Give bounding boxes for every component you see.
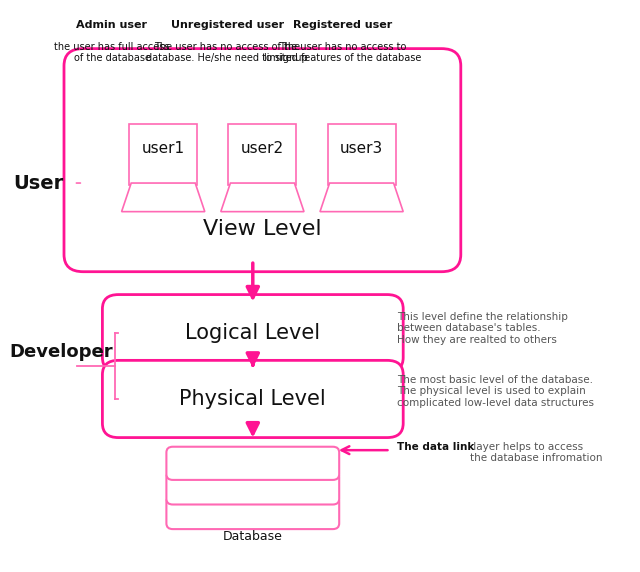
Text: Admin user: Admin user [77,20,147,30]
Text: The user has no access to
limited features of the database: The user has no access to limited featur… [264,42,421,63]
FancyBboxPatch shape [102,360,403,438]
Text: Physical Level: Physical Level [179,389,326,409]
FancyBboxPatch shape [166,447,339,480]
Text: layer helps to access
the database infromation: layer helps to access the database infro… [470,442,603,463]
FancyBboxPatch shape [129,124,197,185]
Text: user1: user1 [141,141,185,156]
Text: Registered user: Registered user [292,20,392,30]
Text: Developer: Developer [10,343,113,361]
Text: Logical Level: Logical Level [185,323,321,343]
FancyBboxPatch shape [64,49,461,272]
Text: The data link: The data link [397,442,474,451]
FancyBboxPatch shape [328,124,396,185]
Text: User: User [13,173,63,193]
FancyBboxPatch shape [228,124,296,185]
Text: The most basic level of the database.
The physical level is used to explain
comp: The most basic level of the database. Th… [397,375,594,408]
Polygon shape [122,183,205,212]
Text: the user has full access
of the database: the user has full access of the database [54,42,170,63]
Polygon shape [320,183,403,212]
Text: user3: user3 [340,141,383,156]
FancyBboxPatch shape [102,295,403,372]
FancyBboxPatch shape [166,496,339,529]
Text: The user has no access of the
database. He/she need to signup: The user has no access of the database. … [147,42,308,63]
Text: user2: user2 [241,141,284,156]
FancyBboxPatch shape [166,471,339,505]
Text: Unregistered user: Unregistered user [171,20,284,30]
Text: View Level: View Level [203,219,322,239]
Polygon shape [221,183,304,212]
Text: This level define the relationship
between database's tables.
How they are realt: This level define the relationship betwe… [397,312,568,345]
Text: Database: Database [223,530,283,543]
